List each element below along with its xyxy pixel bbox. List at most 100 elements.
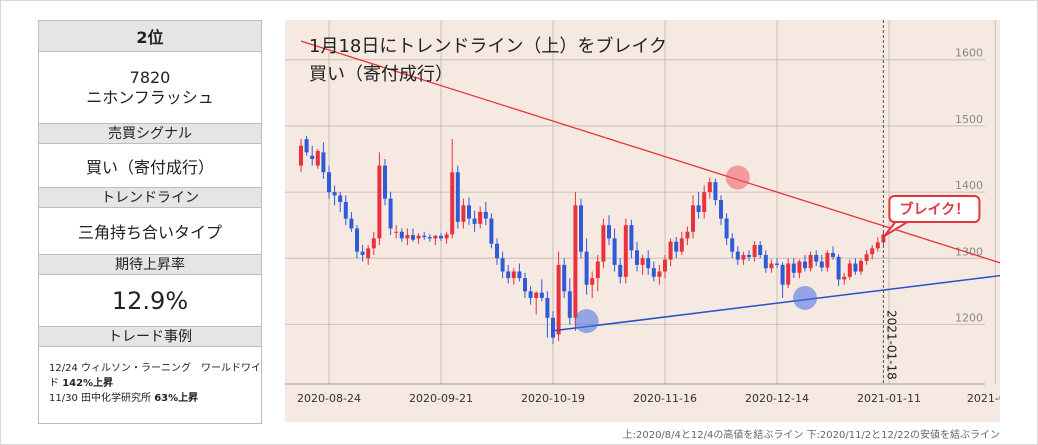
candle-body (545, 297, 550, 318)
candle-body (517, 271, 522, 279)
candle-body (595, 261, 600, 279)
expected-rate-header: 期待上昇率 (39, 255, 261, 275)
chart-title-line1: 1月18日にトレンドライン（上）をブレイク (309, 35, 667, 57)
candle-body (859, 260, 863, 272)
candle-body (623, 225, 628, 277)
candle-body (411, 235, 415, 240)
candle-body (612, 238, 617, 265)
candle-body (763, 254, 768, 269)
x-tick-label: 2020-09-21 (409, 392, 473, 405)
candle-body (388, 198, 393, 229)
candle-body (668, 241, 673, 260)
candle-body (651, 268, 656, 277)
candle-body (747, 254, 751, 257)
x-tick-label: 2020-11-16 (633, 392, 697, 405)
candle-body (433, 235, 438, 239)
y-tick-label: 1500 (955, 113, 983, 126)
candle-body (416, 235, 421, 239)
candle-body (528, 291, 533, 298)
candle-body (679, 238, 684, 252)
candle-body (847, 263, 852, 277)
candle-body (674, 241, 679, 252)
upper-touch-marker (725, 165, 750, 190)
candles (299, 135, 886, 345)
company-name: ニホンフラッシュ (86, 87, 214, 107)
candle-body (355, 228, 359, 252)
trade-case-rate: 142%上昇 (62, 378, 114, 389)
candle-body (814, 254, 819, 262)
candle-body (539, 292, 544, 298)
candle-body (579, 205, 583, 252)
trade-case-text: 12/24 ウィルソン・ラーニング ワールドワイド (49, 363, 261, 389)
candle-body (663, 259, 667, 272)
candle-body (310, 155, 315, 159)
candle-body (657, 271, 662, 277)
candle-body (702, 192, 707, 212)
candle-body (567, 291, 572, 318)
candle-body (870, 248, 875, 255)
candle-body (601, 225, 606, 262)
candle-body (383, 165, 387, 199)
candle-body (495, 243, 499, 259)
candle-body (819, 261, 824, 268)
candle-body (646, 258, 651, 269)
rank-label: 2位 (39, 21, 261, 52)
candle-body (394, 231, 399, 233)
candle-body (422, 235, 427, 238)
break-callout-box (888, 195, 981, 223)
candle-body (853, 263, 858, 272)
candle-body (371, 238, 376, 249)
candle-body (864, 254, 869, 261)
candle-body (735, 251, 740, 260)
candle-body (405, 235, 410, 239)
candle-body (719, 200, 723, 219)
candle-body (825, 252, 830, 268)
candle-body (450, 172, 455, 235)
candle-body (618, 264, 623, 277)
trade-case-item: 11/30 田中化学研究所 63%上昇 (49, 391, 261, 406)
candle-body (791, 263, 796, 273)
candle-body (842, 276, 847, 280)
y-tick-label: 1200 (955, 311, 983, 324)
candle-body (836, 256, 841, 280)
trendline-type: 三角持ち合いタイプ (39, 208, 261, 255)
candle-body (590, 278, 595, 285)
signal-header: 売買シグナル (39, 124, 261, 144)
candle-body (500, 258, 505, 272)
candle-body (299, 145, 303, 166)
candle-body (377, 165, 382, 239)
company-block: 7820 ニホンフラッシュ (39, 52, 261, 124)
candle-body (556, 264, 561, 335)
candle-body (315, 151, 320, 166)
candle-body (444, 234, 449, 239)
candle-body (685, 231, 690, 239)
candle-body (629, 225, 634, 251)
candle-body (551, 317, 555, 338)
info-panel: 2位 7820 ニホンフラッシュ 売買シグナル 買い（寄付成行） トレンドライン… (38, 20, 262, 424)
candle-body (803, 261, 807, 269)
candle-body (343, 202, 348, 219)
candle-body (797, 261, 802, 273)
break-callout-text: ブレイク！ (900, 201, 970, 218)
candle-body (724, 218, 729, 239)
candle-body (439, 235, 443, 239)
break-date-label: 2021-01-18 (884, 310, 898, 380)
candle-body (831, 252, 835, 257)
candle-body (769, 263, 774, 269)
candle-body (360, 251, 365, 255)
chart-area: 1200 1300 1400 1500 1600 2020-08-24 2020-09-2… (285, 20, 1024, 422)
candle-body (478, 211, 483, 224)
candle-body (304, 139, 309, 153)
candle-body (489, 218, 494, 244)
candle-body (881, 234, 886, 243)
candle-body (366, 248, 371, 259)
x-tick-label: 2020-10-19 (521, 392, 585, 405)
upper-trendline (300, 40, 1007, 266)
break-callout-tail (883, 221, 911, 237)
candle-body (752, 245, 757, 257)
candle-body (321, 152, 326, 173)
candle-body (327, 172, 331, 193)
lower-touch-marker (793, 285, 817, 310)
x-tick-label: 2020-12-14 (745, 392, 809, 405)
